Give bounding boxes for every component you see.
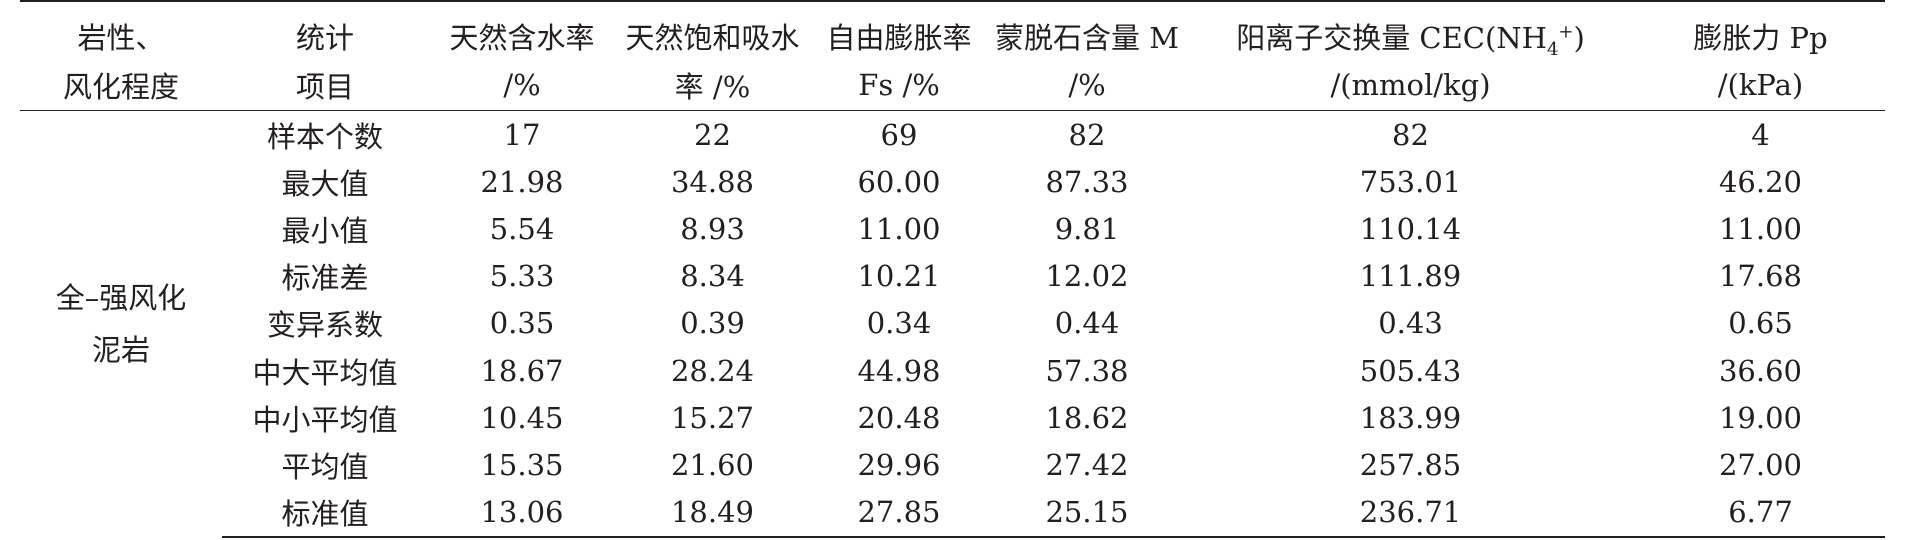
stat-item-cell: 变异系数 [266,308,383,343]
value-cell: 236.71 [1185,488,1636,538]
header-saturated-absorption: 天然饱和吸水 [616,0,809,60]
value-cell: 111.89 [1359,259,1462,294]
value-cell: 27.42 [1045,447,1129,482]
stat-item-cell: 标准差 [281,261,369,296]
value-cell: 57.38 [1045,353,1129,388]
header-cec-unit: /(mmol/kg) [1185,60,1636,111]
header-saturated-absorption-unit: 率 /% [616,60,809,111]
header-lithology-line2: 风化程度 [20,60,222,111]
value-cell: 8.34 [680,259,745,294]
header-stat-item-line2: 项目 [222,60,428,111]
header-stat-item: 统计 [222,0,428,60]
value-cell: 36.60 [1718,353,1803,388]
value-cell: 11.00 [857,211,941,246]
table-body: 全–强风化 泥岩 样本个数 17 22 69 82 82 4 最大值 21.98 34.88 60.00… [20,111,1885,538]
value-cell: 18.62 [1045,400,1129,435]
value-cell: 6.77 [1636,488,1885,538]
value-cell: 27.85 [809,488,989,538]
stat-item-cell: 样本个数 [266,119,383,154]
stat-item-cell: 中大平均值 [252,355,398,390]
lithology-group-cell: 全–强风化 泥岩 [55,280,187,367]
value-cell: 0.44 [1054,306,1120,341]
header-natural-water-content: 天然含水率 [428,0,616,60]
value-cell: 20.48 [857,400,941,435]
statistics-table: 岩性、 统计 天然含水率 天然饱和吸水 自由膨胀率 蒙脱石含量 M 阳离子交换量… [20,0,1885,538]
value-cell: 60.00 [857,164,941,199]
value-cell: 21.98 [480,164,564,199]
stat-item-cell: 标准值 [222,488,428,538]
value-cell: 13.06 [428,488,616,538]
value-cell: 18.49 [616,488,809,538]
value-cell: 28.24 [670,353,755,388]
value-cell: 19.00 [1718,400,1803,435]
value-cell: 34.88 [670,164,755,199]
header-row-2: 风化程度 项目 /% 率 /% Fs /% /% /(mmol/kg) /(kP… [20,60,1885,111]
value-cell: 0.35 [489,306,555,341]
value-cell: 18.67 [480,353,564,388]
table-row: 标准差 5.33 8.34 10.21 12.02 111.89 17.68 [20,253,1885,300]
value-cell: 10.45 [480,400,564,435]
value-cell: 22 [694,117,731,152]
value-cell: 17.68 [1718,259,1803,294]
value-cell: 0.34 [866,306,932,341]
value-cell: 87.33 [1045,164,1129,199]
value-cell: 82 [1068,117,1106,152]
value-cell: 10.21 [857,259,941,294]
value-cell: 5.54 [489,211,555,246]
value-cell: 69 [880,117,918,152]
stat-item-cell: 最大值 [281,166,369,201]
header-lithology: 岩性、 [20,0,222,60]
value-cell: 9.81 [1054,211,1120,246]
value-cell: 0.43 [1378,306,1443,341]
header-natural-water-content-unit: /% [428,60,616,111]
header-montmorillonite: 蒙脱石含量 M [989,0,1185,60]
value-cell: 505.43 [1359,353,1462,388]
value-cell: 4 [1751,117,1770,152]
table-row: 标准值 13.06 18.49 27.85 25.15 236.71 6.77 [20,488,1885,538]
table-header: 岩性、 统计 天然含水率 天然饱和吸水 自由膨胀率 蒙脱石含量 M 阳离子交换量… [20,0,1885,111]
value-cell: 110.14 [1359,211,1462,246]
stat-item-cell: 最小值 [281,213,369,248]
table-row: 变异系数 0.35 0.39 0.34 0.44 0.43 0.65 [20,300,1885,347]
value-cell: 0.39 [680,306,745,341]
stat-item-cell: 中小平均值 [252,402,398,437]
value-cell: 12.02 [1045,259,1129,294]
table-row: 中小平均值 10.45 15.27 20.48 18.62 183.99 19.00 [20,394,1885,441]
value-cell: 183.99 [1359,400,1462,435]
value-cell: 17 [503,117,541,152]
value-cell: 21.60 [670,447,755,482]
stat-item-cell: 平均值 [281,449,369,484]
value-cell: 25.15 [989,488,1185,538]
value-cell: 15.27 [670,400,755,435]
table-row: 最小值 5.54 8.93 11.00 9.81 110.14 11.00 [20,205,1885,252]
table-row: 平均值 15.35 21.60 29.96 27.42 257.85 27.00 [20,441,1885,488]
table-row: 全–强风化 泥岩 样本个数 17 22 69 82 82 4 [20,111,1885,367]
value-cell: 11.00 [1718,211,1803,246]
value-cell: 82 [1392,117,1429,152]
value-cell: 8.93 [680,211,745,246]
header-cec: 阳离子交换量 CEC(NH4+) [1185,0,1636,60]
value-cell: 29.96 [857,447,941,482]
table-row: 最大值 21.98 34.88 60.00 87.33 753.01 46.20 [20,158,1885,205]
value-cell: 46.20 [1718,164,1803,199]
value-cell: 257.85 [1359,447,1462,482]
header-swelling-pressure-unit: /(kPa) [1636,60,1885,111]
header-free-swelling: 自由膨胀率 [809,0,989,60]
value-cell: 5.33 [489,259,555,294]
value-cell: 44.98 [857,353,941,388]
header-montmorillonite-unit: /% [989,60,1185,111]
header-row-1: 岩性、 统计 天然含水率 天然饱和吸水 自由膨胀率 蒙脱石含量 M 阳离子交换量… [20,0,1885,60]
value-cell: 15.35 [480,447,564,482]
header-swelling-pressure: 膨胀力 Pp [1636,0,1885,60]
value-cell: 0.65 [1728,306,1793,341]
header-free-swelling-unit: Fs /% [809,60,989,111]
value-cell: 27.00 [1718,447,1803,482]
value-cell: 753.01 [1359,164,1462,199]
table-row: 中大平均值 18.67 28.24 44.98 57.38 505.43 36.60 [20,347,1885,394]
